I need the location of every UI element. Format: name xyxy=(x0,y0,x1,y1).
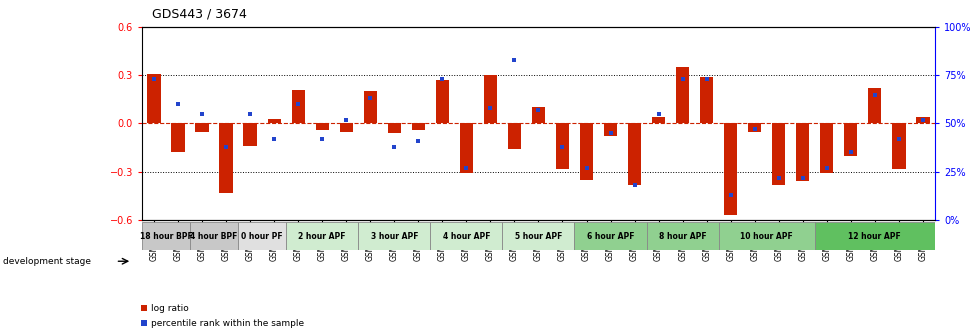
Bar xyxy=(676,67,689,124)
Text: development stage: development stage xyxy=(3,257,91,266)
Bar xyxy=(724,124,736,215)
Text: 8 hour APF: 8 hour APF xyxy=(658,232,706,241)
Text: 5 hour APF: 5 hour APF xyxy=(514,232,561,241)
Bar xyxy=(460,124,472,173)
Bar xyxy=(814,222,934,250)
Bar xyxy=(915,117,928,124)
Text: 3 hour APF: 3 hour APF xyxy=(370,232,418,241)
Bar xyxy=(430,222,502,250)
Bar xyxy=(363,91,377,124)
Bar xyxy=(843,124,857,156)
Bar xyxy=(339,124,352,131)
Bar xyxy=(867,88,880,124)
Bar xyxy=(435,80,449,124)
Text: 2 hour APF: 2 hour APF xyxy=(298,232,345,241)
Bar xyxy=(190,222,238,250)
Bar xyxy=(171,124,185,153)
Bar xyxy=(795,124,809,181)
Bar xyxy=(142,222,190,250)
Text: percentile rank within the sample: percentile rank within the sample xyxy=(151,319,303,328)
Bar xyxy=(645,222,718,250)
Bar xyxy=(891,124,905,169)
Bar xyxy=(502,222,574,250)
Bar xyxy=(291,90,304,124)
Bar xyxy=(603,124,616,136)
Text: 0 hour PF: 0 hour PF xyxy=(241,232,283,241)
Bar xyxy=(148,74,160,124)
Text: GDS443 / 3674: GDS443 / 3674 xyxy=(152,7,246,20)
Text: log ratio: log ratio xyxy=(151,304,188,313)
Bar xyxy=(315,124,329,130)
Bar xyxy=(412,124,424,130)
Bar xyxy=(699,77,713,124)
Text: 10 hour APF: 10 hour APF xyxy=(739,232,792,241)
Text: 4 hour APF: 4 hour APF xyxy=(442,232,490,241)
Text: 6 hour APF: 6 hour APF xyxy=(586,232,634,241)
Bar xyxy=(244,124,256,146)
Bar xyxy=(718,222,814,250)
Bar xyxy=(387,124,400,133)
Bar xyxy=(556,124,568,169)
Bar xyxy=(219,124,233,193)
Bar xyxy=(286,222,358,250)
Bar xyxy=(483,75,497,124)
Bar xyxy=(820,124,832,173)
Text: 4 hour BPF: 4 hour BPF xyxy=(190,232,238,241)
Bar xyxy=(772,124,784,185)
Bar xyxy=(574,222,645,250)
Bar xyxy=(196,124,208,131)
Bar xyxy=(508,124,520,149)
Bar xyxy=(358,222,430,250)
Bar xyxy=(238,222,286,250)
Bar xyxy=(747,124,761,131)
Bar xyxy=(267,119,281,124)
Bar xyxy=(579,124,593,180)
Bar xyxy=(627,124,641,185)
Text: 12 hour APF: 12 hour APF xyxy=(848,232,901,241)
Text: 18 hour BPF: 18 hour BPF xyxy=(140,232,192,241)
Bar xyxy=(531,108,545,124)
Bar xyxy=(651,117,664,124)
